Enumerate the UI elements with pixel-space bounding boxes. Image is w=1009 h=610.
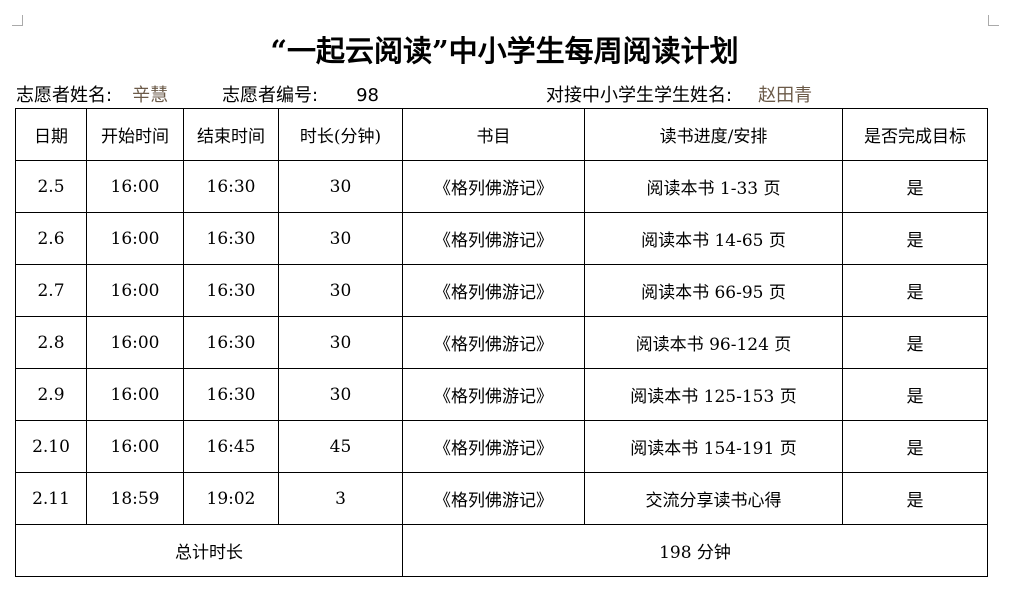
- cell-book: 《格列佛游记》: [402, 472, 585, 525]
- page-title: “一起云阅读”中小学生每周阅读计划: [270, 34, 739, 68]
- header-date: 日期: [15, 108, 87, 161]
- student-name: 赵田青: [758, 85, 813, 106]
- volunteer-id: 98: [356, 85, 379, 106]
- cell-start-time: 16:00: [86, 420, 184, 473]
- cell-date: 2.7: [15, 264, 87, 317]
- cell-book: 《格列佛游记》: [402, 420, 585, 473]
- cell-duration: 30: [278, 264, 403, 317]
- cell-completed: 是: [842, 212, 988, 265]
- cell-end-time: 16:30: [183, 264, 279, 317]
- cell-end-time: 16:45: [183, 420, 279, 473]
- cell-start-time: 16:00: [86, 212, 184, 265]
- table-row: 2.9 16:00 16:30 30 《格列佛游记》 阅读本书 125-153 页是: [15, 368, 988, 421]
- cell-date: 2.8: [15, 316, 87, 369]
- table-row: 2.8 16:00 16:30 30 《格列佛游记》 阅读本书 96-124 页是: [15, 316, 988, 369]
- cell-date: 2.10: [15, 420, 87, 473]
- cell-start-time: 16:00: [86, 368, 184, 421]
- crop-mark-left: [12, 15, 23, 26]
- table-row: 2.5 16:00 16:30 30 《格列佛游记》 阅读本书 1-33 页是: [15, 160, 988, 213]
- crop-mark-right: [988, 15, 999, 26]
- cell-progress: 阅读本书 14-65 页: [584, 212, 843, 265]
- cell-book: 《格列佛游记》: [402, 264, 585, 317]
- cell-completed: 是: [842, 264, 988, 317]
- total-value: 198 分钟: [402, 524, 988, 577]
- header-book: 书目: [402, 108, 585, 161]
- cell-progress: 阅读本书 1-33 页: [584, 160, 843, 213]
- table-row: 2.10 16:00 16:45 45 《格列佛游记》 阅读本书 154-191 页是: [15, 420, 988, 473]
- cell-end-time: 16:30: [183, 316, 279, 369]
- table-row: 2.11 18:59 19:02 3 《格列佛游记》 交流分享读书心得是: [15, 472, 988, 525]
- student-name-label: 对接中小学生学生姓名:: [546, 85, 733, 106]
- cell-end-time: 16:30: [183, 212, 279, 265]
- cell-date: 2.5: [15, 160, 87, 213]
- cell-end-time: 16:30: [183, 160, 279, 213]
- cell-start-time: 16:00: [86, 316, 184, 369]
- total-row: 总计时长 198 分钟: [15, 524, 988, 577]
- cell-book: 《格列佛游记》: [402, 316, 585, 369]
- cell-date: 2.6: [15, 212, 87, 265]
- header-start-time: 开始时间: [86, 108, 184, 161]
- cell-completed: 是: [842, 368, 988, 421]
- cell-book: 《格列佛游记》: [402, 160, 585, 213]
- cell-completed: 是: [842, 420, 988, 473]
- cell-date: 2.11: [15, 472, 87, 525]
- cell-progress: 阅读本书 96-124 页: [584, 316, 843, 369]
- cell-progress: 阅读本书 66-95 页: [584, 264, 843, 317]
- cell-duration: 30: [278, 316, 403, 369]
- cell-completed: 是: [842, 472, 988, 525]
- volunteer-name-field: 志愿者姓名: 辛慧: [16, 81, 168, 107]
- volunteer-id-label: 志愿者编号:: [222, 85, 319, 106]
- cell-duration: 3: [278, 472, 403, 525]
- header-progress: 读书进度/安排: [584, 108, 843, 161]
- cell-end-time: 16:30: [183, 368, 279, 421]
- cell-start-time: 18:59: [86, 472, 184, 525]
- volunteer-name-label: 志愿者姓名:: [16, 85, 113, 106]
- cell-start-time: 16:00: [86, 264, 184, 317]
- reading-plan-table: 日期 开始时间 结束时间 时长(分钟) 书目 读书进度/安排 是否完成目标 2.5 16:00 1…: [15, 108, 988, 577]
- header-completed: 是否完成目标: [842, 108, 988, 161]
- cell-progress: 阅读本书 154-191 页: [584, 420, 843, 473]
- cell-duration: 30: [278, 212, 403, 265]
- cell-progress: 交流分享读书心得: [584, 472, 843, 525]
- header-row: 日期 开始时间 结束时间 时长(分钟) 书目 读书进度/安排 是否完成目标: [15, 108, 988, 161]
- cell-end-time: 19:02: [183, 472, 279, 525]
- volunteer-name: 辛慧: [132, 85, 169, 106]
- header-duration: 时长(分钟): [278, 108, 403, 161]
- volunteer-id-field: 志愿者编号: 98: [222, 81, 379, 107]
- table-row: 2.7 16:00 16:30 30 《格列佛游记》 阅读本书 66-95 页是: [15, 264, 988, 317]
- cell-book: 《格列佛游记》: [402, 368, 585, 421]
- total-label: 总计时长: [15, 524, 403, 577]
- header-end-time: 结束时间: [183, 108, 279, 161]
- table-row: 2.6 16:00 16:30 30 《格列佛游记》 阅读本书 14-65 页是: [15, 212, 988, 265]
- cell-completed: 是: [842, 316, 988, 369]
- cell-duration: 45: [278, 420, 403, 473]
- student-name-field: 对接中小学生学生姓名: 赵田青: [546, 81, 812, 107]
- cell-duration: 30: [278, 160, 403, 213]
- cell-progress: 阅读本书 125-153 页: [584, 368, 843, 421]
- cell-date: 2.9: [15, 368, 87, 421]
- cell-book: 《格列佛游记》: [402, 212, 585, 265]
- cell-completed: 是: [842, 160, 988, 213]
- cell-start-time: 16:00: [86, 160, 184, 213]
- cell-duration: 30: [278, 368, 403, 421]
